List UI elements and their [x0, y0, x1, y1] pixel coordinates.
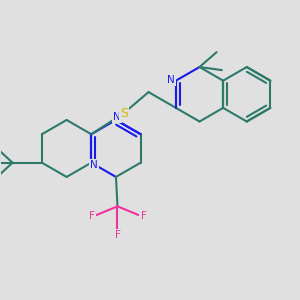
Text: S: S [120, 107, 128, 120]
Text: N: N [90, 160, 98, 170]
Text: F: F [141, 211, 146, 220]
Text: N: N [113, 112, 120, 122]
Text: N: N [167, 75, 175, 85]
Text: F: F [88, 211, 94, 220]
Text: F: F [115, 230, 120, 241]
